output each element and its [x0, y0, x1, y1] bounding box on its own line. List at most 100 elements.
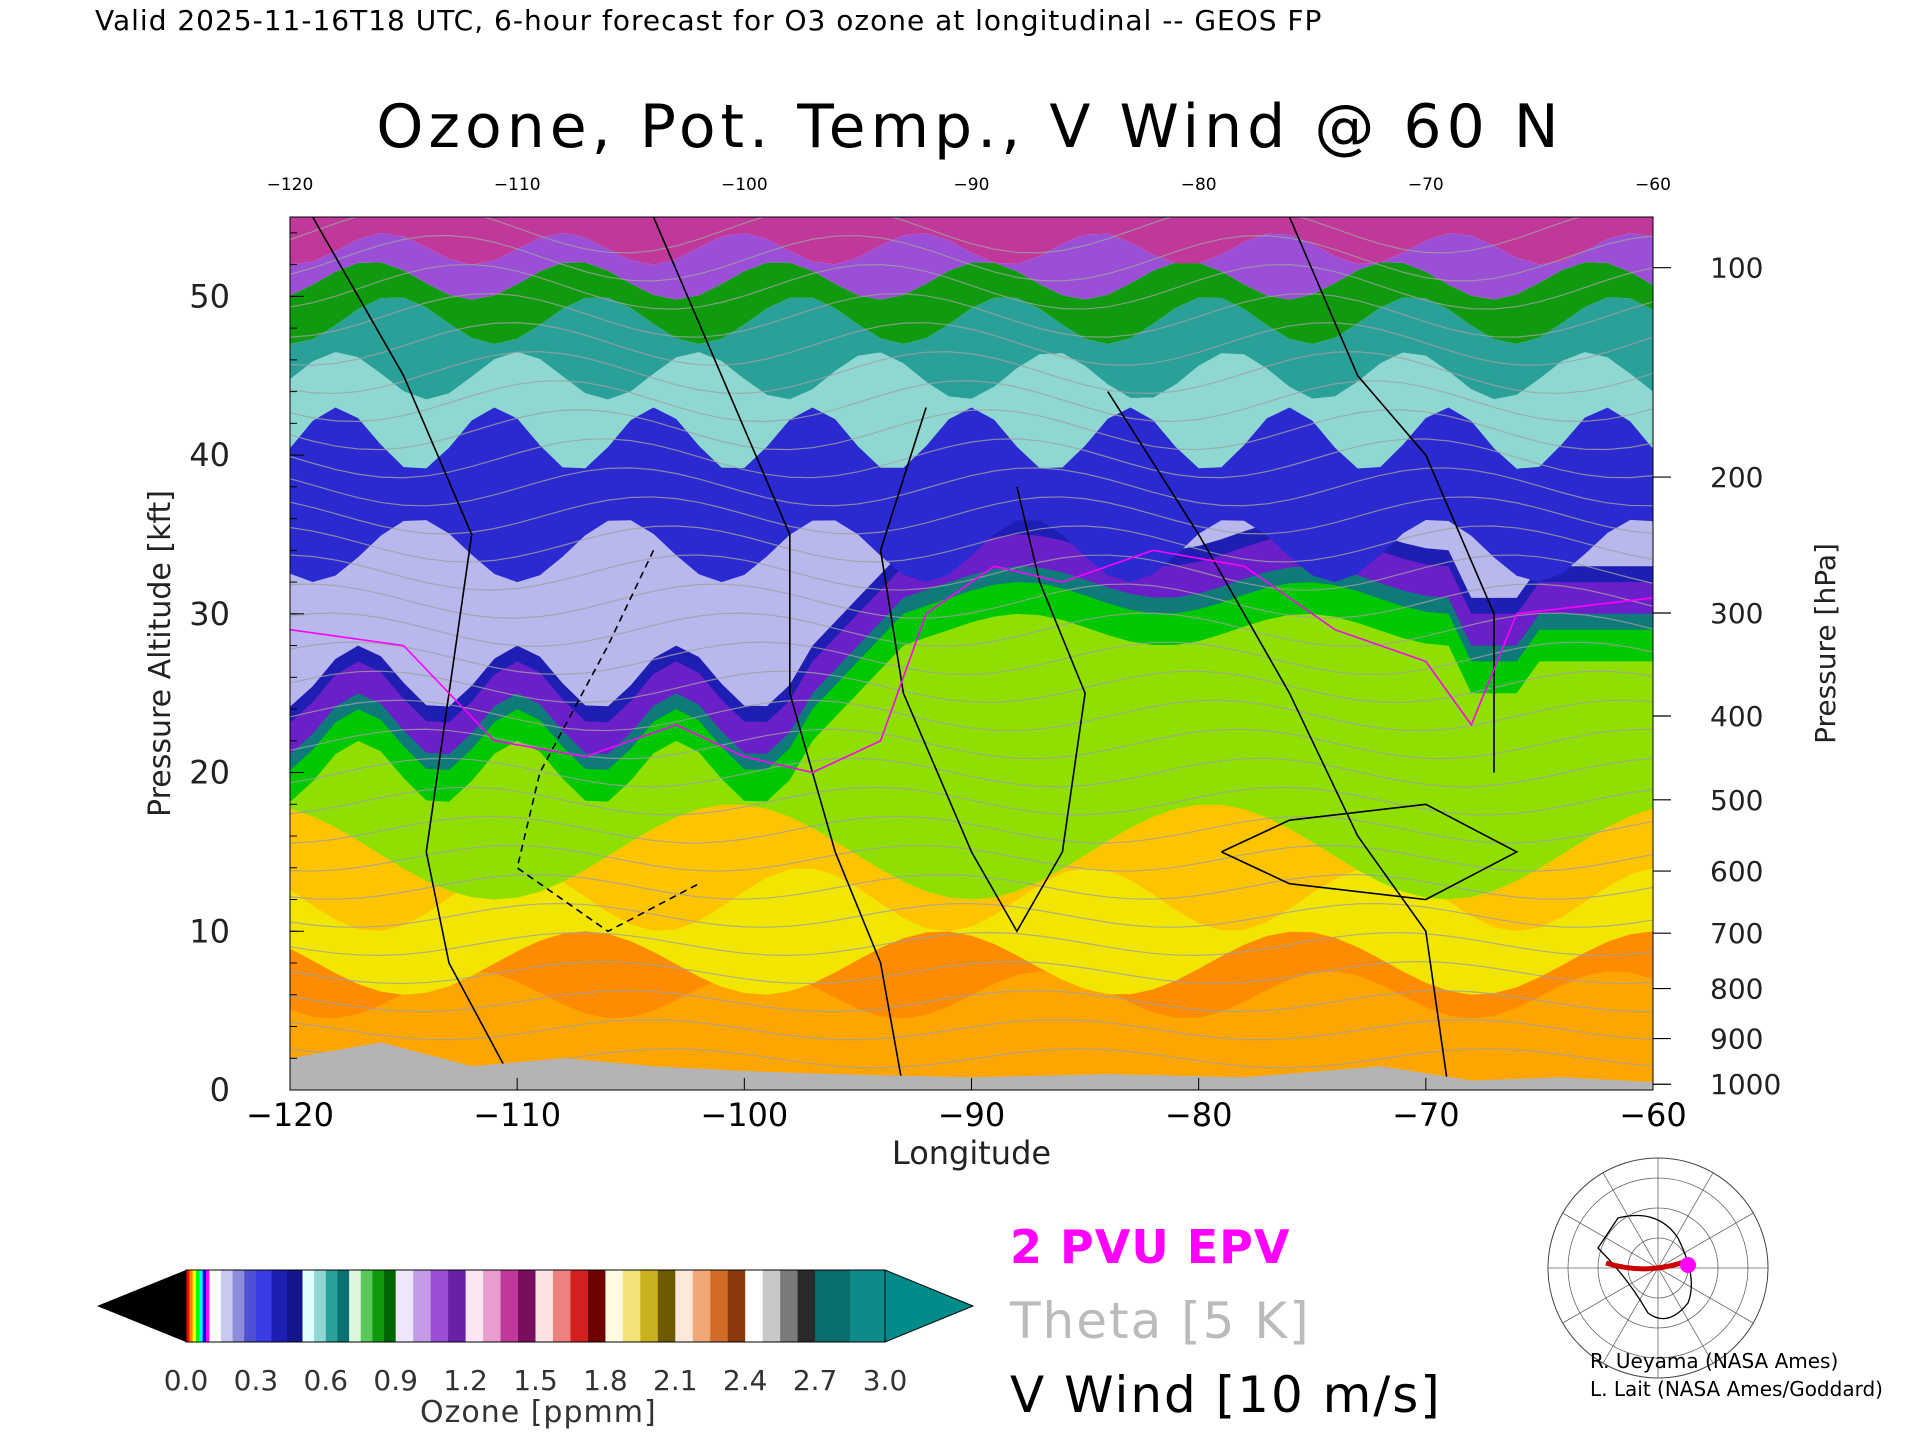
theta-contour	[290, 409, 1653, 451]
x-tick-label: −70	[1392, 1096, 1460, 1134]
theta-contour	[290, 380, 1653, 423]
colorbar-tick-label: 0.0	[164, 1364, 209, 1397]
colorbar-swatch	[535, 1270, 554, 1342]
theta-contour	[290, 322, 1653, 366]
theta-contour	[290, 583, 1653, 619]
colorbar-over-arrow	[884, 1269, 975, 1343]
y-axis-label: Pressure Altitude [kft]	[143, 490, 178, 817]
theta-contour	[290, 699, 1653, 732]
x-axis-label: Longitude	[892, 1134, 1051, 1172]
ozone-band	[290, 232, 1653, 300]
pressure-tick-label: 800	[1710, 973, 1763, 1006]
colorbar-swatch	[465, 1270, 484, 1342]
theta-contour	[290, 844, 1653, 872]
colorbar-under-arrow	[97, 1270, 186, 1342]
colorbar-swatch	[205, 1270, 210, 1342]
ozone-band	[290, 971, 1653, 1090]
colorbar-swatch	[675, 1270, 694, 1342]
colorbar-swatch	[500, 1270, 519, 1342]
theta-contour	[290, 293, 1653, 338]
colorbar-swatch	[483, 1270, 502, 1342]
credit-line-1: R. Ueyama (NASA Ames)	[1590, 1349, 1839, 1373]
colorbar-swatch	[640, 1270, 659, 1342]
theta-contour	[290, 554, 1653, 591]
plot-area	[290, 217, 1653, 1090]
colorbar-swatch	[727, 1270, 746, 1342]
x-tick-label: −110	[473, 1096, 561, 1134]
epv-contour-layer	[290, 549, 1653, 774]
theta-contour	[290, 1019, 1653, 1041]
colorbar-swatch	[430, 1270, 449, 1342]
theta-contour	[290, 757, 1653, 788]
x-tick-label: −100	[700, 1096, 788, 1134]
pressure-tick-label: 200	[1710, 461, 1763, 494]
ozone-fill-layer	[290, 217, 1653, 1090]
y-tick-label: 20	[189, 754, 230, 792]
colorbar-tick-label: 3.0	[863, 1364, 908, 1397]
ozone-band	[290, 391, 1653, 583]
colorbar-swatch	[199, 1270, 204, 1342]
colorbar-tick-label: 2.4	[723, 1364, 768, 1397]
theta-contour	[290, 873, 1653, 900]
colorbar-swatch	[325, 1270, 338, 1342]
colorbar-swatch	[186, 1270, 190, 1342]
colorbar-swatch	[780, 1270, 799, 1342]
x-tick-label: −120	[246, 1096, 334, 1134]
theta-contour	[290, 670, 1653, 704]
y2-axis-label: Pressure [hPa]	[1809, 543, 1842, 744]
colorbar-swatch	[195, 1270, 200, 1342]
theta-contour	[290, 990, 1653, 1013]
colorbar-swatch	[271, 1270, 288, 1342]
theta-contour	[290, 641, 1653, 675]
x-tick-label: −60	[1619, 1096, 1687, 1134]
y-tick-label: 40	[189, 436, 230, 474]
top-tick-label: −120	[267, 175, 314, 195]
colorbar-tick-label: 2.1	[653, 1364, 698, 1397]
vwind-contour	[516, 549, 700, 933]
theta-contour	[290, 351, 1653, 395]
colorbar-tick-label: 1.5	[513, 1364, 558, 1397]
axes-layer: −120 −120 −110 −110 −100 −100 −90 −90 −80 −80 −70 −…	[143, 175, 1842, 1172]
x-tick-label: −80	[1165, 1096, 1233, 1134]
vwind-contour	[1288, 217, 1495, 773]
colorbar-swatch	[360, 1270, 373, 1342]
theta-contour	[290, 263, 1653, 310]
colorbar-tick-label: 2.7	[793, 1364, 838, 1397]
colorbar-swatch	[850, 1270, 886, 1342]
colorbar-swatch	[232, 1270, 245, 1342]
colorbar-swatch	[314, 1270, 327, 1342]
colorbar-swatch	[622, 1270, 641, 1342]
colorbar-swatch	[605, 1270, 624, 1342]
theta-legend-label: Theta [5 K]	[1010, 1292, 1311, 1350]
terrain-fill	[290, 1042, 1653, 1090]
colorbar-swatch	[692, 1270, 711, 1342]
colorbar-swatch	[286, 1270, 303, 1342]
theta-contour	[290, 728, 1653, 760]
colorbar-swatch	[762, 1270, 781, 1342]
top-tick-label: −60	[1635, 175, 1671, 195]
vwind-contour	[652, 217, 905, 1090]
colorbar-swatch	[815, 1270, 851, 1342]
theta-contour	[290, 496, 1653, 535]
colorbar-tick-label: 0.3	[234, 1364, 279, 1397]
colorbar-swatch	[220, 1270, 234, 1342]
chart-title: Ozone, Pot. Temp., V Wind @ 60 N	[376, 92, 1564, 162]
map-inset	[1547, 1157, 1769, 1379]
y-tick-label: 50	[189, 277, 230, 315]
header-text: Valid 2025-11-16T18 UTC, 6-hour forecast…	[95, 4, 1323, 37]
colorbar-tick-label: 1.8	[583, 1364, 628, 1397]
colorbar-label: Ozone [ppmm]	[420, 1395, 657, 1430]
pressure-tick-label: 300	[1710, 597, 1763, 630]
epv-contour	[290, 549, 1653, 774]
colorbar-tick-label: 0.9	[373, 1364, 418, 1397]
pressure-tick-label: 900	[1710, 1023, 1763, 1056]
colorbar-swatch	[518, 1270, 536, 1342]
colorbar-tick-label: 1.2	[443, 1364, 488, 1397]
inset-coastline	[1597, 1214, 1692, 1320]
theta-contour	[290, 786, 1653, 816]
colorbar-swatch	[244, 1270, 257, 1342]
theta-contour	[290, 902, 1653, 928]
theta-contour	[290, 961, 1653, 985]
y-tick-label: 10	[189, 912, 230, 950]
